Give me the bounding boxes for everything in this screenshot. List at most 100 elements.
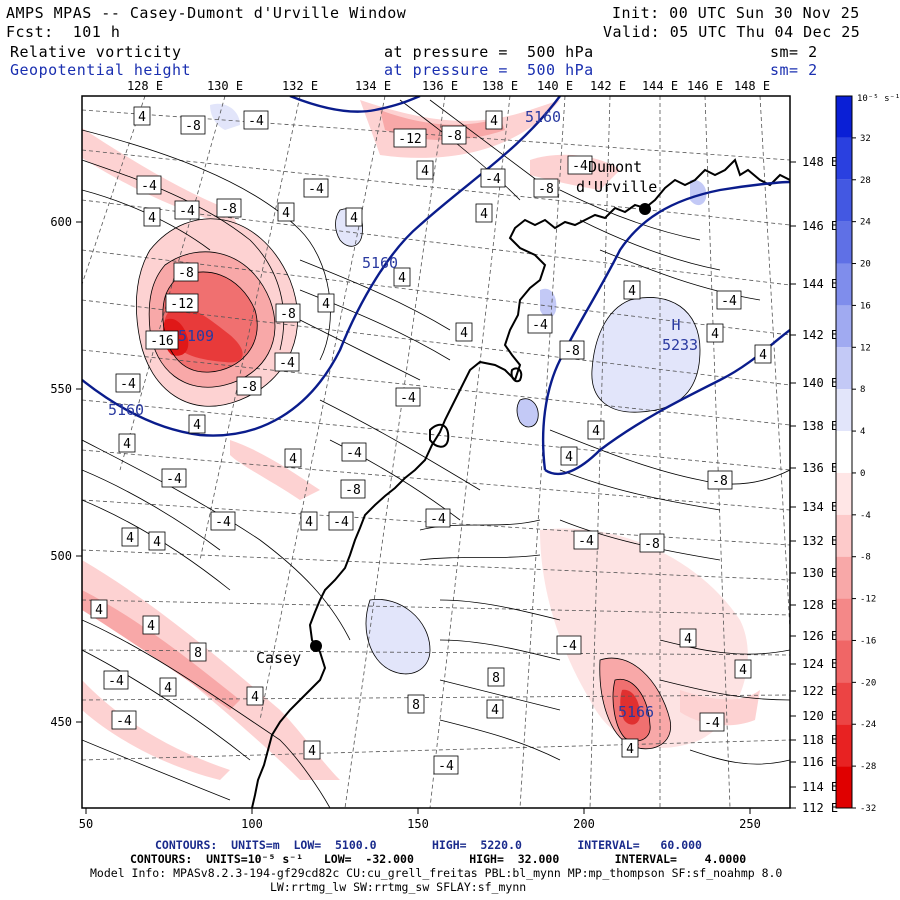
vorticity-label: 4 — [621, 738, 639, 758]
height-label: 5109 — [178, 327, 214, 345]
vorticity-label: -8 — [533, 178, 559, 198]
field1-smoothing: sm= 2 — [770, 43, 818, 61]
svg-text:4: 4 — [480, 207, 488, 222]
height-label: 5160 — [525, 108, 561, 126]
right-longitude-labels: 148 E 146 E 144 E 142 E 140 E 138 E 136 E 134 E… — [790, 155, 838, 815]
y-tick-label: 600 — [50, 215, 72, 229]
x-tick-label: 100 — [241, 817, 263, 831]
legend-swatch — [836, 431, 852, 473]
right-lon-label: 136 E — [802, 461, 838, 475]
vorticity-label: 4 — [317, 293, 335, 313]
vorticity-label: -4 — [111, 710, 137, 730]
forecast-hour: Fcst: 101 h — [6, 23, 121, 41]
legend-unit: 10⁻⁵ s⁻¹ — [857, 94, 900, 104]
right-lon-label: 134 E — [802, 500, 838, 514]
vorticity-label: 8 — [407, 694, 425, 714]
vorticity-label: -4 — [425, 508, 451, 528]
svg-text:-16: -16 — [150, 334, 173, 349]
legend-swatch — [836, 137, 852, 180]
svg-text:4: 4 — [350, 211, 358, 226]
svg-text:4: 4 — [289, 452, 297, 467]
vorticity-label: 4 — [284, 448, 302, 468]
vorticity-label: 4 — [587, 420, 605, 440]
color-legend: 10⁻⁵ s⁻¹ 32 28 24 20 16 12 8 4 0 -4 -8 -12 -16 -20 -24… — [835, 94, 900, 814]
vorticity-label: -8 — [180, 115, 206, 135]
y-tick-label: 550 — [50, 382, 72, 396]
legend-label: -8 — [860, 553, 871, 563]
legend-swatch — [836, 640, 852, 683]
vorticity-label: -8 — [639, 533, 665, 553]
footer-height-contours: CONTOURS: UNITS=m LOW= 5100.0 HIGH= 5220… — [155, 838, 702, 852]
svg-text:-4: -4 — [438, 759, 454, 774]
legend-swatch — [836, 389, 852, 432]
right-lon-label: 148 E — [802, 155, 838, 169]
svg-text:4: 4 — [739, 663, 747, 678]
svg-text:4: 4 — [126, 531, 134, 546]
svg-text:-4: -4 — [578, 534, 594, 549]
legend-label: -12 — [860, 595, 876, 605]
vorticity-label: 4 — [90, 599, 108, 619]
vorticity-label: -8 — [173, 262, 199, 282]
legend-swatch — [836, 682, 852, 725]
legend-label: 8 — [860, 385, 865, 395]
vorticity-label: 4 — [416, 160, 434, 180]
field2-level: at pressure = 500 hPa — [384, 61, 594, 79]
vorticity-label: 4 — [706, 323, 724, 343]
vorticity-label: 4 — [121, 527, 139, 547]
vorticity-label: -4 — [303, 178, 329, 198]
vorticity-label: 4 — [754, 344, 772, 364]
legend-swatch — [836, 724, 852, 767]
right-lon-label: 114 E — [802, 780, 838, 794]
legend-swatch — [836, 179, 852, 222]
vorticity-label: -4 — [274, 352, 300, 372]
legend-swatch — [836, 221, 852, 264]
svg-text:4: 4 — [305, 515, 313, 530]
right-lon-label: 118 E — [802, 733, 838, 747]
axis-ticks: 50 100 150 200 250 600 550 500 450 — [50, 215, 761, 831]
casey-station-label: Casey — [256, 649, 301, 667]
vorticity-label: -4 — [567, 155, 593, 175]
top-lon-label: 132 E — [282, 79, 318, 93]
right-lon-label: 132 E — [802, 534, 838, 548]
vorticity-label: -4 — [716, 290, 742, 310]
svg-text:-8: -8 — [280, 307, 296, 322]
vorticity-label: -4 — [480, 168, 506, 188]
svg-text:4: 4 — [711, 327, 719, 342]
svg-text:4: 4 — [251, 690, 259, 705]
vorticity-label: 4 — [560, 446, 578, 466]
vorticity-label: 4 — [188, 414, 206, 434]
vorticity-label: -16 — [145, 330, 179, 350]
vorticity-label: 4 — [303, 740, 321, 760]
vorticity-label: 4 — [142, 615, 160, 635]
svg-text:-8: -8 — [178, 266, 194, 281]
durville-station-label: d'Urville — [576, 178, 657, 196]
top-lon-label: 136 E — [422, 79, 458, 93]
x-tick-label: 150 — [407, 817, 429, 831]
field1-name: Relative vorticity — [10, 43, 182, 61]
svg-text:-4: -4 — [532, 318, 548, 333]
right-lon-label: 124 E — [802, 657, 838, 671]
legend-swatch — [836, 96, 852, 138]
vorticity-label: -8 — [216, 198, 242, 218]
dumont-durville-station-marker — [639, 203, 651, 215]
vorticity-label: -12 — [393, 128, 427, 148]
vorticity-label: -12 — [165, 293, 199, 313]
legend-swatch — [836, 472, 852, 515]
field2-name: Geopotential height — [10, 61, 192, 79]
right-lon-label: 138 E — [802, 419, 838, 433]
vorticity-label: -8 — [340, 479, 366, 499]
svg-text:-8: -8 — [644, 537, 660, 552]
svg-text:-8: -8 — [564, 344, 580, 359]
legend-swatch — [836, 305, 852, 348]
vorticity-label: 4 — [623, 280, 641, 300]
footer-model-info: Model Info: MPASv8.2.3-194-gf29cd82c CU:… — [90, 866, 783, 880]
top-lon-label: 148 E — [734, 79, 770, 93]
vorticity-label: -4 — [573, 530, 599, 550]
vorticity-label: -4 — [103, 670, 129, 690]
svg-text:-4: -4 — [108, 674, 124, 689]
legend-label: 0 — [860, 469, 865, 479]
svg-text:4: 4 — [460, 326, 468, 341]
svg-text:8: 8 — [492, 671, 500, 686]
top-lon-label: 130 E — [207, 79, 243, 93]
svg-text:4: 4 — [148, 211, 156, 226]
